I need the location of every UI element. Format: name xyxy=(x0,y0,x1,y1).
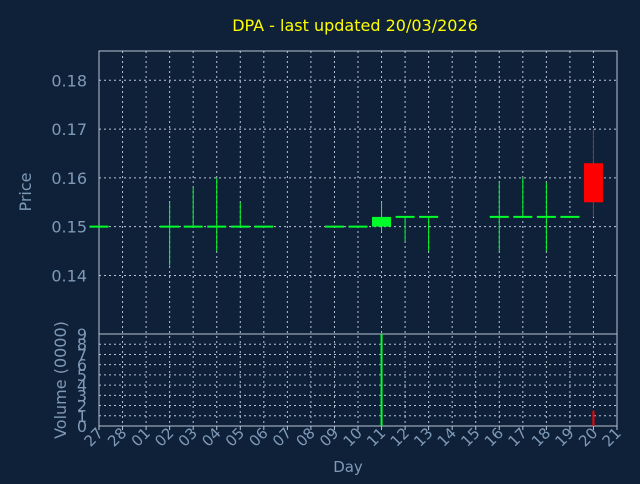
volume-tick-label: 5 xyxy=(77,366,87,385)
price-tick-label: 0.14 xyxy=(51,266,87,285)
volume-tick-label: 8 xyxy=(77,335,87,354)
price-axis-label: Price xyxy=(16,172,35,211)
price-tick-label: 0.17 xyxy=(51,120,87,139)
volume-axis-label: Volume (0000) xyxy=(51,321,70,439)
volume-tick-label: 9 xyxy=(77,325,87,344)
price-tick-label: 0.15 xyxy=(51,218,87,237)
volume-tick-label: 2 xyxy=(77,397,87,416)
day-axis-label: Day xyxy=(333,458,363,476)
volume-bar xyxy=(592,410,595,426)
volume-tick-label: 3 xyxy=(77,386,87,405)
price-tick-label: 0.16 xyxy=(51,169,87,188)
volume-tick-label: 0 xyxy=(77,417,87,436)
volume-tick-label: 1 xyxy=(77,407,87,426)
candle-body xyxy=(583,163,603,203)
chart-title: DPA - last updated 20/03/2026 xyxy=(232,16,478,35)
volume-tick-label: 6 xyxy=(77,356,87,375)
candle-body xyxy=(372,216,392,227)
volume-tick-label: 4 xyxy=(77,376,87,395)
volume-bar xyxy=(380,334,383,426)
price-tick-label: 0.18 xyxy=(51,71,87,90)
volume-tick-label: 7 xyxy=(77,345,87,364)
